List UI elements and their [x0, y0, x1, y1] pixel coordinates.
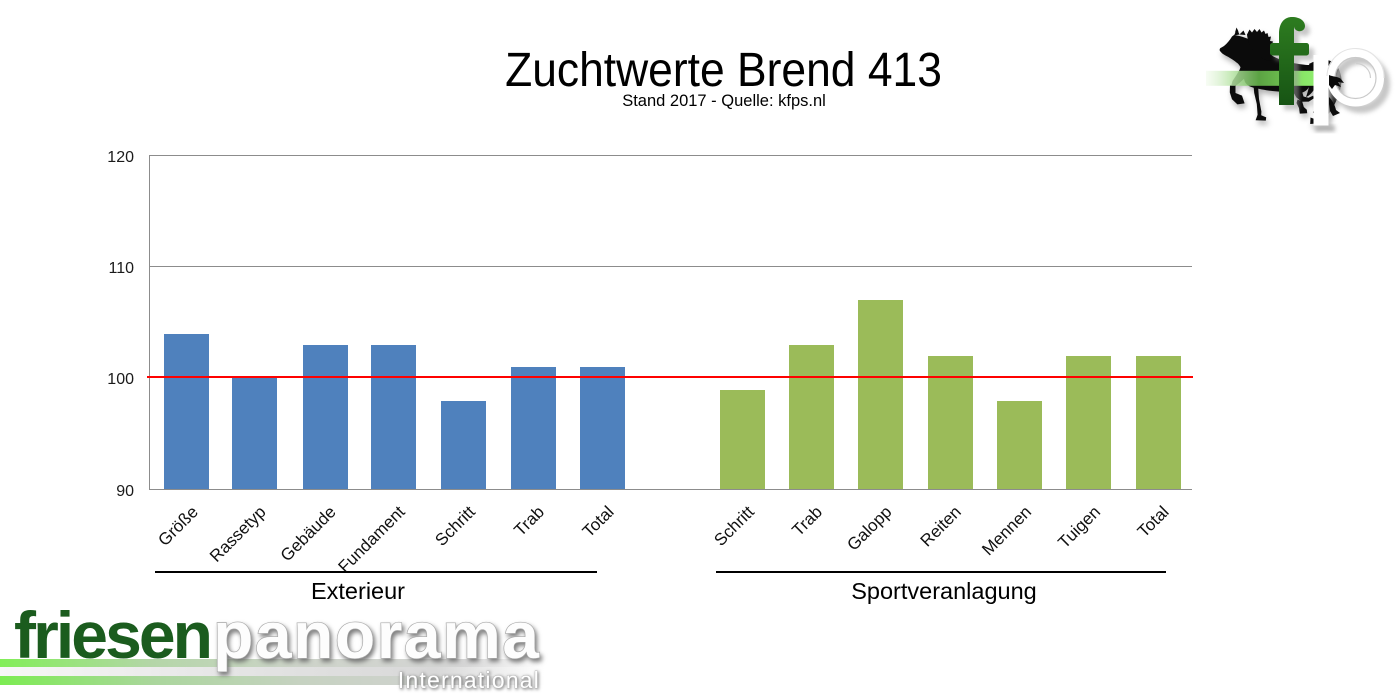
svg-text:panorama: panorama [213, 598, 540, 672]
svg-text:International: International [398, 667, 540, 693]
svg-text:friesen: friesen [14, 598, 213, 672]
